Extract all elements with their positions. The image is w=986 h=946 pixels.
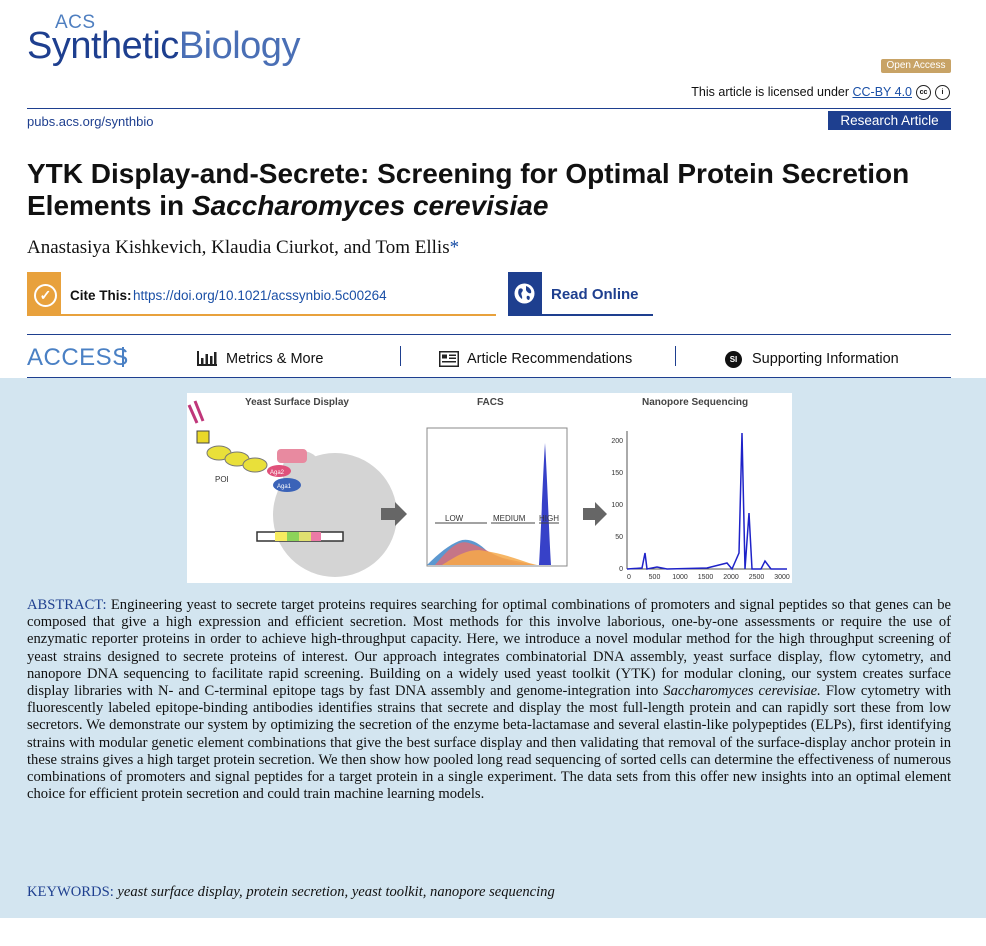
facs-plot-frame: [426, 427, 568, 567]
nav-bottom-divider: [27, 377, 951, 378]
authors-text[interactable]: Anastasiya Kishkevich, Klaudia Ciurkot, …: [27, 237, 450, 258]
cite-box: [27, 272, 496, 316]
epitope-tag: [196, 430, 210, 444]
x-tick-label: 3000: [774, 574, 790, 581]
dna-part: [299, 532, 311, 541]
panel3-title: Nanopore Sequencing: [642, 397, 748, 408]
aga2-label: Aga2: [270, 470, 285, 476]
cite-label: Cite This:: [70, 288, 132, 303]
access-label: ACCESS: [27, 344, 129, 371]
gate-high-label: HIGH: [539, 514, 559, 523]
y-tick-label: 0: [619, 566, 623, 573]
panel1-title: Yeast Surface Display: [245, 397, 349, 408]
x-tick-label: 2000: [723, 574, 739, 581]
dna-part: [311, 532, 321, 541]
keywords-list[interactable]: yeast surface display, protein secretion…: [117, 884, 555, 900]
author-list: Anastasiya Kishkevich, Klaudia Ciurkot, …: [27, 237, 459, 259]
aga1-label: Aga1: [277, 484, 292, 490]
aga1-protein: [273, 478, 301, 492]
supporting-info-link[interactable]: Supporting Information: [752, 351, 899, 367]
poi-domain: [242, 457, 268, 473]
title-text: YTK Display-and-Secrete: Screening for O…: [27, 158, 910, 221]
dna-part: [287, 532, 299, 541]
journal-url[interactable]: pubs.acs.org/synthbio: [27, 114, 154, 129]
nav-separator: [400, 346, 401, 366]
keywords-label: KEYWORDS:: [27, 884, 114, 900]
poi-label: POI: [215, 475, 229, 484]
recommendations-icon: [439, 351, 459, 367]
gate-medium-label: MEDIUM: [493, 514, 526, 523]
metrics-link[interactable]: Metrics & More: [226, 351, 324, 367]
journal-logo[interactable]: SyntheticBiology: [27, 25, 300, 68]
keywords: KEYWORDS: yeast surface display, protein…: [27, 884, 555, 901]
nav-separator: [675, 346, 676, 366]
abstract-body-cont: Flow cytometry with fluorescently labele…: [27, 683, 951, 803]
toc-figure: Yeast Surface Display POI Aga2 Aga1 FACS…: [187, 397, 790, 581]
nanopore-trace: [626, 432, 787, 571]
title-species: Saccharomyces cerevisiae: [191, 190, 549, 221]
arrow-icon: [381, 502, 407, 526]
read-online-button[interactable]: [508, 272, 653, 316]
y-tick-label: 200: [611, 438, 623, 445]
nav-top-divider: [27, 334, 951, 335]
gate-low-label: LOW: [445, 514, 464, 523]
x-tick-label: 0: [627, 574, 631, 581]
abstract-body: Engineering yeast to secrete target prot…: [27, 597, 951, 700]
globe-icon: [514, 283, 535, 304]
y-tick-label: 150: [611, 470, 623, 477]
read-online-label[interactable]: Read Online: [551, 286, 639, 303]
license-link[interactable]: CC-BY 4.0: [852, 85, 912, 99]
x-tick-label: 1500: [698, 574, 714, 581]
license-line: This article is licensed under CC-BY 4.0…: [630, 85, 950, 101]
facs-peak-high: [539, 443, 551, 565]
logo-biology: Biology: [178, 25, 301, 67]
journal-logo-acs: ACS: [55, 12, 96, 33]
abstract-species: Saccharomyces cerevisiae.: [663, 683, 821, 700]
attribution-icon: i: [935, 85, 950, 101]
supporting-info-icon: SI: [725, 351, 742, 368]
x-tick-label: 1000: [672, 574, 688, 581]
corresponding-author-mark[interactable]: *: [449, 237, 460, 258]
license-prefix: This article is licensed under: [691, 85, 853, 99]
article-title: YTK Display-and-Secrete: Screening for O…: [27, 158, 957, 222]
article-type-badge: Research Article: [828, 111, 951, 130]
doi-link[interactable]: https://doi.org/10.1021/acssynbio.5c0026…: [133, 288, 387, 303]
access-bar: [122, 347, 124, 367]
checkmark-icon: ✓: [34, 284, 57, 307]
x-tick-label: 2500: [749, 574, 765, 581]
abstract-label: ABSTRACT:: [27, 597, 107, 613]
panel2-title: FACS: [477, 397, 504, 408]
open-access-badge: Open Access: [881, 59, 951, 73]
abstract: ABSTRACT: Engineering yeast to secrete t…: [27, 597, 951, 803]
logo-synthetic: Synthetic: [27, 25, 179, 67]
dna-part: [275, 532, 287, 541]
aga2-protein: [267, 465, 291, 477]
bar-chart-icon: [197, 351, 217, 366]
y-tick-label: 100: [611, 502, 623, 509]
facs-histogram-orange: [442, 550, 537, 565]
cc-icon: cc: [916, 85, 931, 101]
page-bottom: [0, 918, 986, 946]
antibody-shape: [187, 400, 205, 424]
arrow-icon: [583, 502, 607, 526]
x-tick-label: 500: [649, 574, 661, 581]
aga-top: [277, 449, 307, 463]
y-tick-label: 50: [615, 534, 623, 541]
header-divider: [27, 108, 951, 109]
recommendations-link[interactable]: Article Recommendations: [467, 351, 633, 367]
toc-graphic[interactable]: Yeast Surface Display POI Aga2 Aga1 FACS…: [187, 393, 792, 583]
